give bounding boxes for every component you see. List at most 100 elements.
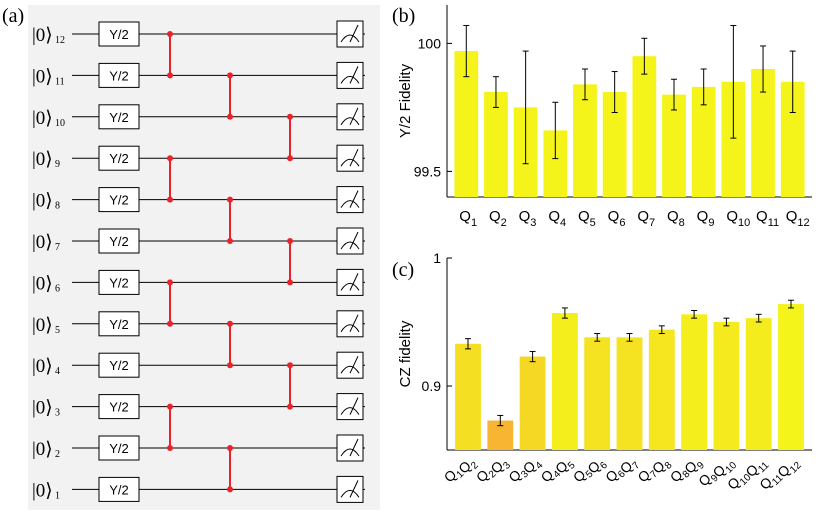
y2-gate-label: Y/2	[109, 110, 129, 125]
x-tick-label: Q10	[726, 208, 750, 229]
qubit-label: |0⟩	[32, 108, 53, 129]
bar	[454, 51, 479, 197]
cz-gate	[227, 72, 233, 120]
meter-icon	[336, 434, 364, 462]
bar	[681, 314, 708, 450]
error-bar	[497, 414, 504, 427]
y2-gate	[98, 21, 140, 47]
error-bar	[641, 37, 648, 75]
error-bar	[611, 71, 618, 114]
circuit-background	[28, 5, 380, 510]
y2-gate-label: Y/2	[109, 358, 129, 373]
bar	[713, 322, 740, 450]
bar	[780, 81, 805, 197]
meter-icon	[336, 227, 364, 255]
bar	[745, 318, 772, 450]
meter-icon	[336, 393, 364, 421]
error-bar	[594, 333, 601, 342]
qubit-label: |0⟩	[32, 273, 53, 294]
y2-gate-label: Y/2	[109, 234, 129, 249]
quantum-circuit: |0⟩ 12 Y/2|0⟩ 11 Y/2|0⟩ 10 Y/2|0⟩ 9 Y/2|0⟩ 8 Y/2|0…	[28, 5, 380, 510]
qubit-label: |0⟩	[32, 398, 53, 419]
x-tick-label: Q9	[697, 208, 715, 229]
meter-icon	[336, 61, 364, 89]
x-tick-label: Q1	[459, 208, 477, 229]
y2-gate	[98, 311, 140, 337]
meter-icon	[336, 475, 364, 503]
qubit-index: 6	[55, 283, 60, 294]
qubit-index: 8	[55, 201, 60, 212]
error-bar	[658, 325, 665, 335]
y2-gate-label: Y/2	[109, 482, 129, 497]
error-bar	[626, 333, 633, 342]
error-bar	[581, 68, 588, 101]
cz-gate	[287, 238, 293, 286]
error-bar	[730, 24, 737, 139]
y2-gate-label: Y/2	[109, 27, 129, 42]
error-bar	[552, 101, 559, 160]
qubit-label: |0⟩	[32, 439, 53, 460]
cz-gate	[227, 196, 233, 244]
y2-gate-label: Y/2	[109, 275, 129, 290]
error-bar	[691, 309, 698, 319]
bar	[602, 92, 627, 197]
qubit-index: 4	[55, 366, 60, 377]
meter-icon	[336, 103, 364, 131]
y-axis-label: Y/2 Fidelity	[397, 63, 414, 138]
qubit-label: |0⟩	[32, 25, 53, 46]
cz-gate	[227, 320, 233, 369]
qubit-index: 11	[55, 76, 65, 87]
cz-gate	[287, 362, 293, 410]
bar	[751, 69, 775, 197]
qubit-index: 7	[55, 242, 60, 253]
qubit-index: 5	[55, 325, 60, 336]
x-tick-label: Q11Q12	[756, 450, 804, 498]
bar	[455, 343, 481, 450]
bar	[484, 92, 508, 197]
bar	[648, 329, 675, 450]
error-bar	[789, 50, 796, 114]
error-bar	[723, 317, 730, 327]
x-tick-label: Q7	[637, 208, 655, 229]
error-bar	[700, 68, 707, 106]
y2-gate	[98, 228, 140, 254]
cz-gate	[167, 403, 173, 451]
qubit-index: 3	[55, 408, 60, 419]
error-bar	[561, 307, 568, 319]
meter-icon	[336, 310, 364, 338]
bar	[632, 56, 657, 198]
y2-gate	[98, 104, 140, 130]
y2-gate	[98, 269, 140, 295]
error-bar	[788, 299, 795, 309]
qubit-index: 9	[55, 159, 60, 170]
y2-gate	[98, 145, 140, 171]
cz-gate	[287, 113, 293, 162]
bar	[778, 304, 804, 450]
meter-icon	[336, 186, 364, 214]
x-tick-label: Q5	[578, 208, 596, 229]
y2-gate-label: Y/2	[109, 193, 129, 208]
y2-gate	[98, 476, 140, 502]
error-bar	[529, 350, 536, 363]
qubit-label: |0⟩	[32, 356, 53, 377]
error-bar	[492, 76, 499, 108]
error-bar	[464, 338, 471, 350]
meter-icon	[336, 268, 364, 296]
panel-label-b: (b)	[392, 5, 415, 27]
y2-gate	[98, 62, 140, 88]
y-tick-label: 0.9	[422, 378, 442, 394]
panel-label-a: (a)	[2, 5, 24, 27]
meter-icon	[336, 20, 364, 48]
x-tick-label: Q2	[489, 208, 507, 229]
qubit-label: |0⟩	[32, 66, 53, 87]
bar	[551, 313, 578, 450]
cz-gate	[227, 445, 233, 493]
cz-gate	[167, 31, 173, 79]
y-tick-label: 100	[418, 35, 442, 51]
qubit-label: |0⟩	[32, 480, 53, 501]
qubit-label: |0⟩	[32, 315, 53, 336]
error-bar	[755, 313, 762, 323]
